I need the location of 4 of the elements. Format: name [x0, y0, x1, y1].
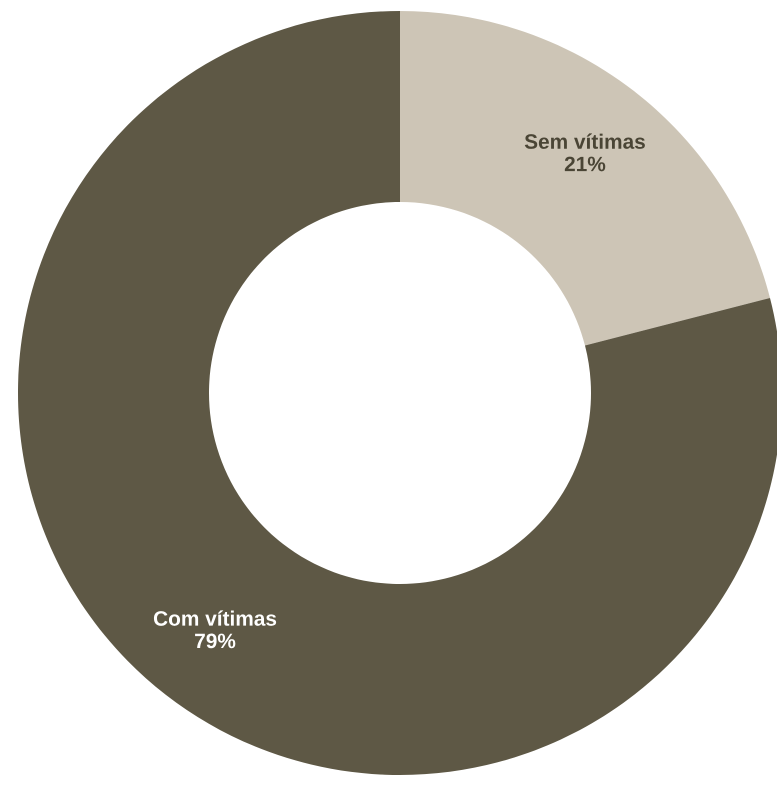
slice-label: Sem vítimas	[524, 133, 645, 149]
data-label: 21%	[564, 156, 606, 172]
data-label: 79%	[195, 634, 236, 648]
slice-label: Com vítimas	[154, 610, 276, 626]
